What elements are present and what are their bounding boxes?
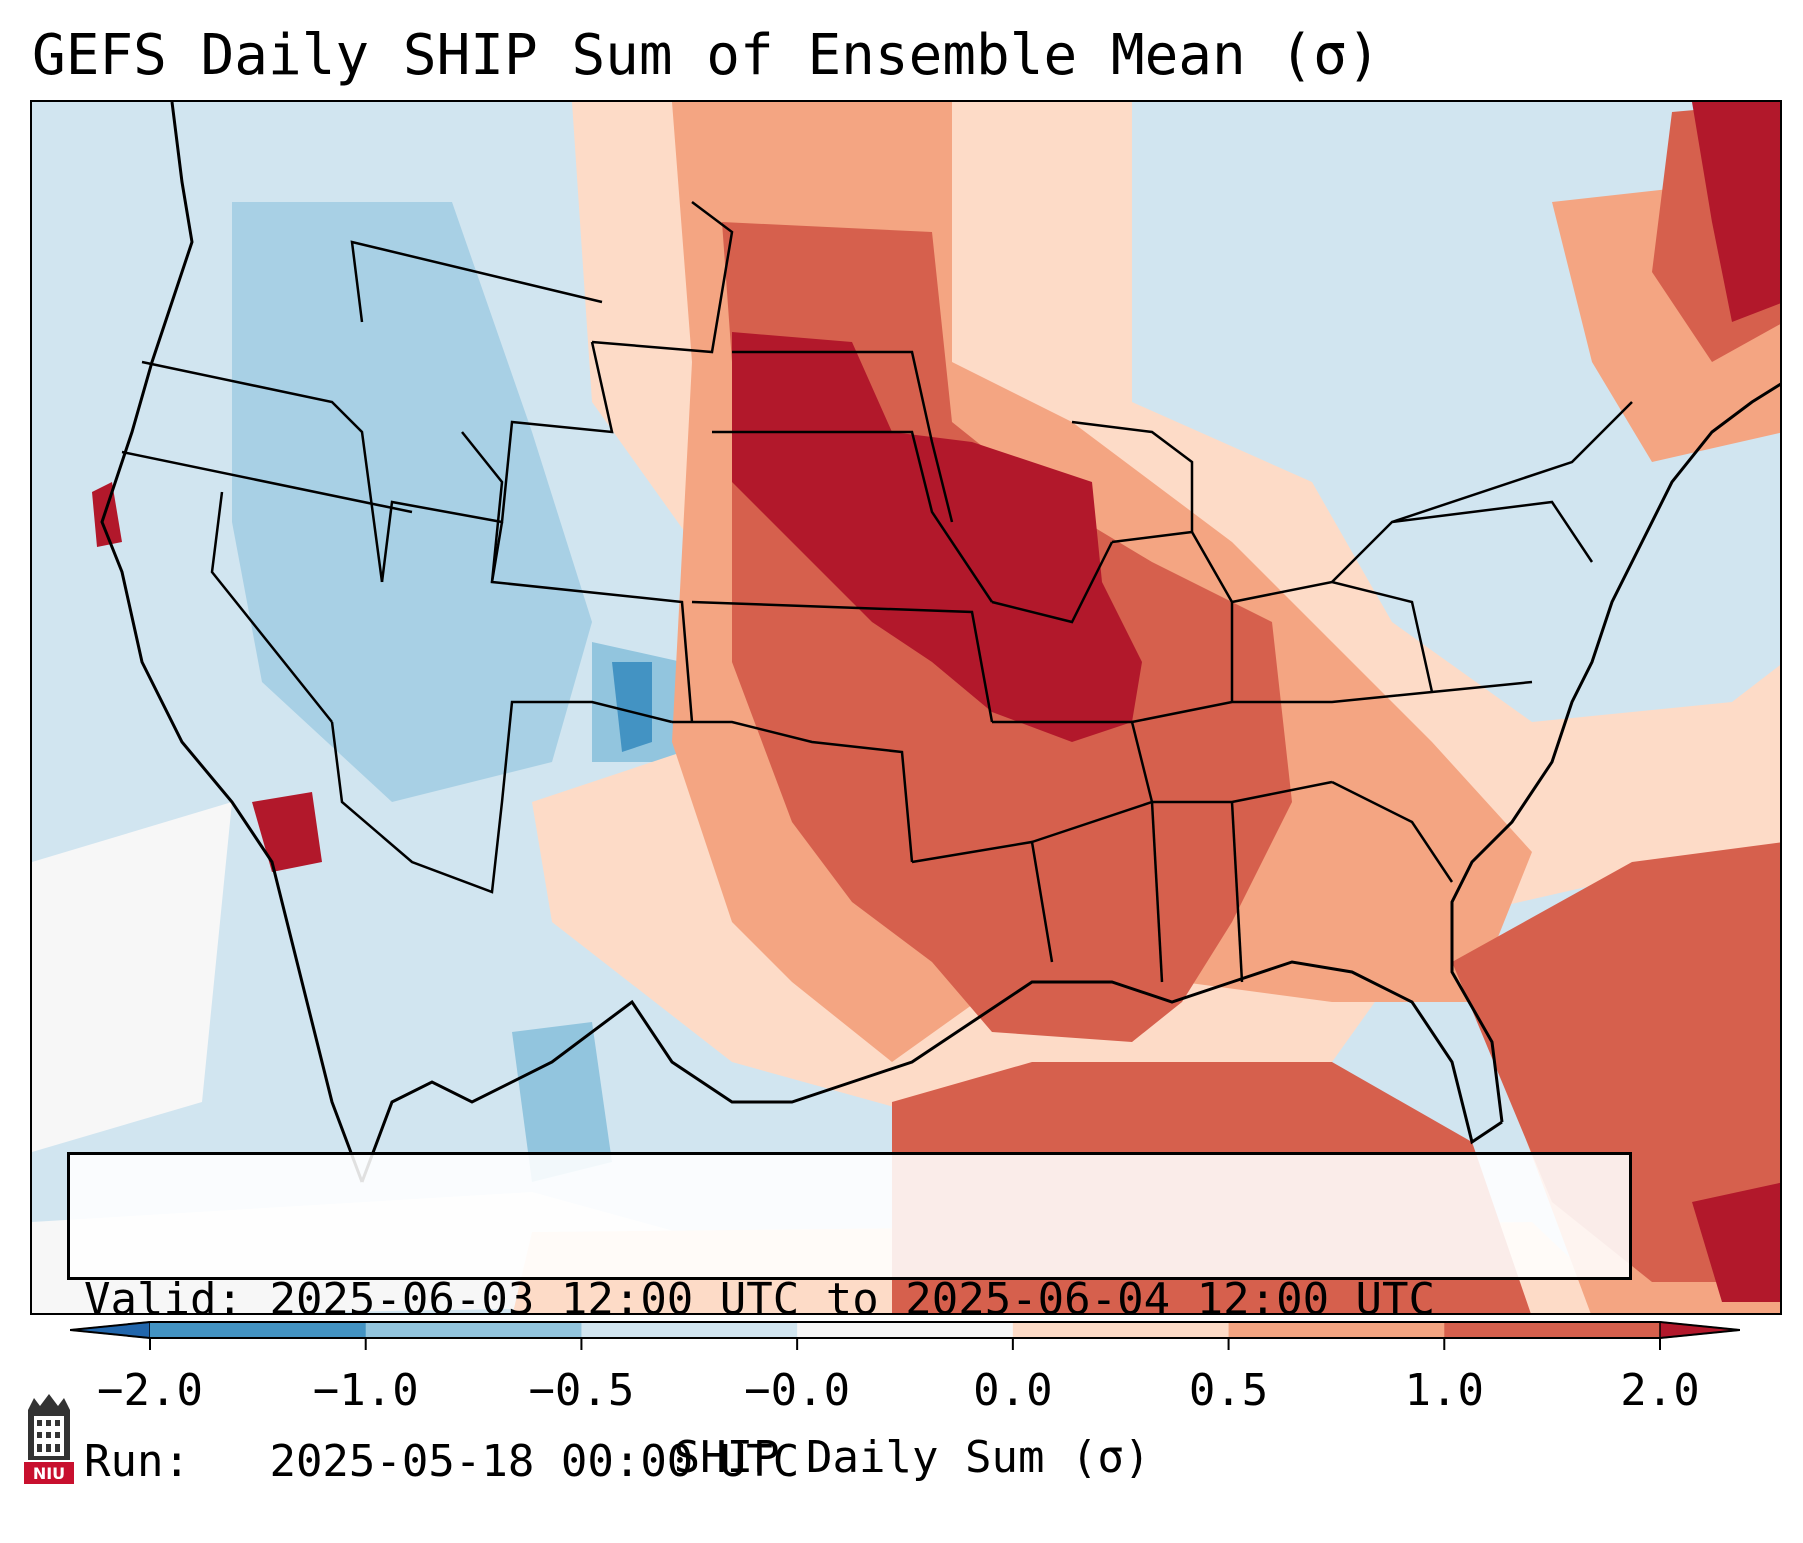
valid-line: Valid: 2025-06-03 12:00 UTC to 2025-06-0… xyxy=(84,1273,1615,1327)
coastline-outline xyxy=(100,102,1780,1183)
colorbar-segments xyxy=(70,1321,1740,1339)
niu-logo: NIU xyxy=(24,1394,74,1484)
field-darkred-core xyxy=(732,332,1142,742)
state-boundaries xyxy=(121,201,1633,983)
valid-run-info-box: Valid: 2025-06-03 12:00 UTC to 2025-06-0… xyxy=(67,1152,1632,1487)
field-white-region xyxy=(32,802,232,1152)
field-blue-core xyxy=(612,662,652,752)
colorbar-ticks xyxy=(149,1338,1661,1350)
logo-text: NIU xyxy=(33,1464,65,1483)
colorbar-segment xyxy=(797,1322,1014,1338)
field-darkred-socal xyxy=(252,792,322,872)
colorbar-extend-high xyxy=(1659,1321,1740,1339)
colorbar-tick-label: −2.0 xyxy=(97,1365,203,1416)
field-blue-mexico xyxy=(512,1022,612,1182)
colorbar-tick-label: −1.0 xyxy=(312,1365,419,1416)
valid-value: 2025-06-03 12:00 UTC to 2025-06-04 12:00… xyxy=(269,1274,1436,1325)
run-line: Run: 2025-05-18 00:00 UTC xyxy=(84,1435,1615,1489)
shaded-field-map xyxy=(32,102,1780,1313)
colorbar-segment xyxy=(1444,1322,1661,1338)
field-darkred-ne xyxy=(1692,102,1780,322)
colorbar-tick-label: −0.0 xyxy=(744,1365,851,1416)
run-label: Run: xyxy=(84,1436,190,1487)
colorbar-segment xyxy=(581,1322,798,1338)
colorbar-tick-label: 2.0 xyxy=(1620,1365,1700,1416)
colorbar-tick-label: −0.5 xyxy=(528,1365,635,1416)
colorbar-tick-label: 1.0 xyxy=(1404,1365,1485,1416)
colorbar-tick-label: 0.0 xyxy=(973,1365,1053,1416)
colorbar-tick-label: 0.5 xyxy=(1188,1365,1269,1416)
valid-label: Valid: xyxy=(84,1274,243,1325)
chart-title: GEFS Daily SHIP Sum of Ensemble Mean (σ) xyxy=(32,23,1381,88)
colorbar-segment xyxy=(1012,1322,1230,1338)
colorbar-segment xyxy=(1228,1322,1445,1338)
colorbar-segment xyxy=(365,1322,582,1338)
field-red-atlantic xyxy=(1452,842,1780,1282)
colorbar xyxy=(70,1321,1740,1350)
colorbar-segment xyxy=(150,1322,367,1338)
field-darkred-caribbean xyxy=(1692,1182,1780,1302)
field-darkred-california xyxy=(92,482,122,547)
field-blue-west xyxy=(232,202,592,802)
map-panel xyxy=(30,100,1782,1315)
colorbar-title: SHIP Daily Sum (σ) xyxy=(673,1432,1151,1483)
colorbar-extend-low xyxy=(70,1321,151,1339)
run-value: 2025-05-18 00:00 UTC xyxy=(269,1436,800,1487)
